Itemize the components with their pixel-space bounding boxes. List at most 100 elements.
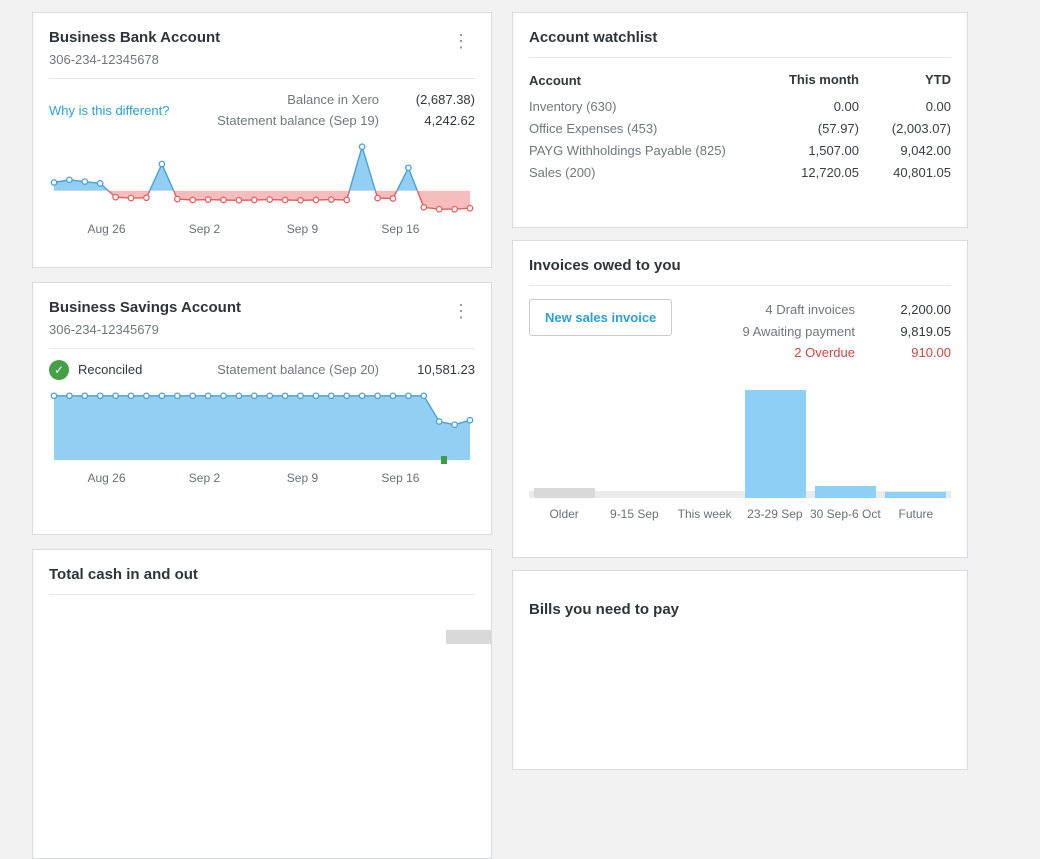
draft-invoices-row[interactable]: 4 Draft invoices 2,200.00 (743, 299, 951, 321)
invoice-bar[interactable] (885, 492, 947, 498)
overdue-row[interactable]: 2 Overdue 910.00 (743, 342, 951, 364)
kebab-menu-icon[interactable]: ⋮ (452, 301, 470, 321)
reconciled-section: ✓ Reconciled Statement balance (Sep 20) … (49, 359, 475, 380)
invoice-bar-slot[interactable] (740, 380, 810, 498)
why-is-this-different-link[interactable]: Why is this different? (49, 102, 170, 118)
bank-account-number: 306-234-12345678 (49, 52, 159, 67)
savings-account-title: Business Savings Account (49, 299, 241, 316)
invoice-bar-slot[interactable] (810, 380, 880, 498)
balance-in-xero-label: Balance in Xero (287, 92, 379, 107)
balance-summary: Balance in Xero (2,687.38) Statement bal… (217, 89, 475, 131)
invoice-bar-slot (599, 380, 669, 498)
bank-account-card: Business Bank Account 306-234-12345678 ⋮… (32, 12, 492, 268)
watchlist-account: Inventory (630) (529, 98, 617, 114)
tick-label: Sep 16 (381, 471, 420, 485)
tick-label: Sep 2 (188, 222, 221, 236)
tick-label: Aug 26 (87, 222, 126, 236)
awaiting-payment-label: 9 Awaiting payment (742, 323, 856, 339)
draft-invoices-label: 4 Draft invoices (765, 302, 855, 317)
column-header-account: Account (529, 73, 581, 88)
bank-account-title: Business Bank Account (49, 29, 221, 46)
savings-chart-x-axis: Aug 26 Sep 2 Sep 9 Sep 16 (49, 466, 475, 486)
reconciled-label: Reconciled (78, 362, 143, 377)
invoices-owed-title: Invoices owed to you (529, 257, 681, 274)
total-cash-card: Total cash in and out (32, 549, 492, 859)
statement-balance-value: 10,581.23 (417, 362, 475, 377)
statement-balance-value: 4,242.62 (424, 113, 475, 128)
invoice-bar-slot (670, 380, 740, 498)
bar-category-label: This week (677, 506, 732, 521)
bank-balance-chart (49, 139, 475, 215)
column-header-ytd: YTD (925, 71, 951, 87)
tick-label: Aug 26 (87, 471, 126, 485)
awaiting-payment-value: 9,819.05 (900, 323, 951, 339)
invoice-bar-slot[interactable] (529, 380, 599, 498)
total-cash-chart-fragment (446, 630, 491, 644)
watchlist-ytd: (2,003.07) (891, 120, 951, 136)
invoice-bar[interactable] (744, 389, 806, 498)
bar-category-label: Older (549, 506, 579, 521)
watchlist-title: Account watchlist (529, 29, 658, 46)
total-cash-title: Total cash in and out (49, 566, 198, 583)
watchlist-this-month: 0.00 (833, 98, 859, 114)
statement-balance-label: Statement balance (Sep 20) (217, 362, 379, 377)
bank-balance-sparkline (50, 143, 474, 213)
bills-to-pay-title: Bills you need to pay (529, 601, 680, 618)
overdue-value: 910.00 (911, 345, 951, 360)
overdue-label: 2 Overdue (794, 345, 855, 360)
watchlist-account: Office Expenses (453) (529, 120, 658, 136)
savings-balance-sparkline (50, 392, 474, 464)
draft-invoices-value: 2,200.00 (900, 302, 951, 317)
divider (49, 78, 475, 79)
left-column: Business Bank Account 306-234-12345678 ⋮… (32, 12, 492, 859)
divider (529, 57, 951, 58)
balance-in-xero-value: (2,687.38) (415, 92, 475, 107)
balance-section: Why is this different? Balance in Xero (… (49, 89, 475, 131)
bar-category-label: 23-29 Sep (747, 506, 803, 521)
tick-label: Sep 9 (286, 222, 319, 236)
awaiting-payment-row[interactable]: 9 Awaiting payment 9,819.05 (743, 321, 952, 343)
bar-chart-axis (529, 490, 951, 498)
check-icon: ✓ (49, 359, 69, 380)
divider (529, 285, 951, 286)
invoices-bar-chart (529, 380, 951, 498)
savings-account-card: Business Savings Account 306-234-1234567… (32, 282, 492, 535)
invoice-totals: 4 Draft invoices 2,200.00 9 Awaiting pay… (743, 299, 952, 364)
account-watchlist-card: Account watchlist Account This month YTD… (512, 12, 968, 228)
bar-chart-category-labels: Older 9-15 Sep This week 23-29 Sep 30 Se… (529, 507, 951, 521)
bills-to-pay-card: Bills you need to pay (512, 570, 968, 770)
kebab-menu-icon[interactable]: ⋮ (452, 31, 470, 51)
tick-label: Sep 16 (381, 222, 420, 236)
tick-label: Sep 2 (188, 471, 221, 485)
watchlist-ytd: 0.00 (925, 98, 951, 114)
watchlist-account: PAYG Withholdings Payable (825) (529, 142, 726, 158)
invoices-owed-card: Invoices owed to you New sales invoice 4… (512, 240, 968, 558)
watchlist-this-month: 12,720.05 (801, 164, 859, 180)
statement-row: Statement balance (Sep 20) 10,581.23 (217, 359, 475, 380)
watchlist-this-month: (57.97) (817, 120, 859, 136)
bar-category-label: 30 Sep-6 Oct (810, 506, 881, 521)
invoice-bar[interactable] (814, 485, 877, 498)
watchlist-ytd: 9,042.00 (900, 142, 951, 158)
new-sales-invoice-button[interactable]: New sales invoice (529, 299, 673, 336)
savings-account-number: 306-234-12345679 (49, 322, 159, 337)
reconciled-status: ✓ Reconciled (49, 359, 143, 380)
column-header-this-month: This month (788, 71, 859, 87)
savings-balance-chart (49, 388, 475, 464)
watchlist-this-month: 1,507.00 (808, 142, 859, 158)
bar-category-label: Future (898, 506, 934, 521)
invoices-summary-section: New sales invoice 4 Draft invoices 2,200… (529, 299, 951, 364)
watchlist-ytd: 40,801.05 (893, 164, 951, 180)
invoice-bar[interactable] (533, 487, 595, 498)
right-column: Account watchlist Account This month YTD… (512, 12, 968, 770)
balance-row: Balance in Xero (2,687.38) (217, 89, 475, 110)
bar-category-label: 9-15 Sep (610, 506, 659, 521)
divider (49, 594, 475, 595)
invoice-bar-slot[interactable] (881, 380, 951, 498)
divider (49, 348, 475, 349)
watchlist-table: Account This month YTD Inventory (630) 0… (529, 68, 951, 183)
statement-balance-label: Statement balance (Sep 19) (217, 113, 379, 128)
bank-chart-x-axis: Aug 26 Sep 2 Sep 9 Sep 16 (49, 217, 475, 237)
watchlist-account: Sales (200) (529, 164, 596, 180)
